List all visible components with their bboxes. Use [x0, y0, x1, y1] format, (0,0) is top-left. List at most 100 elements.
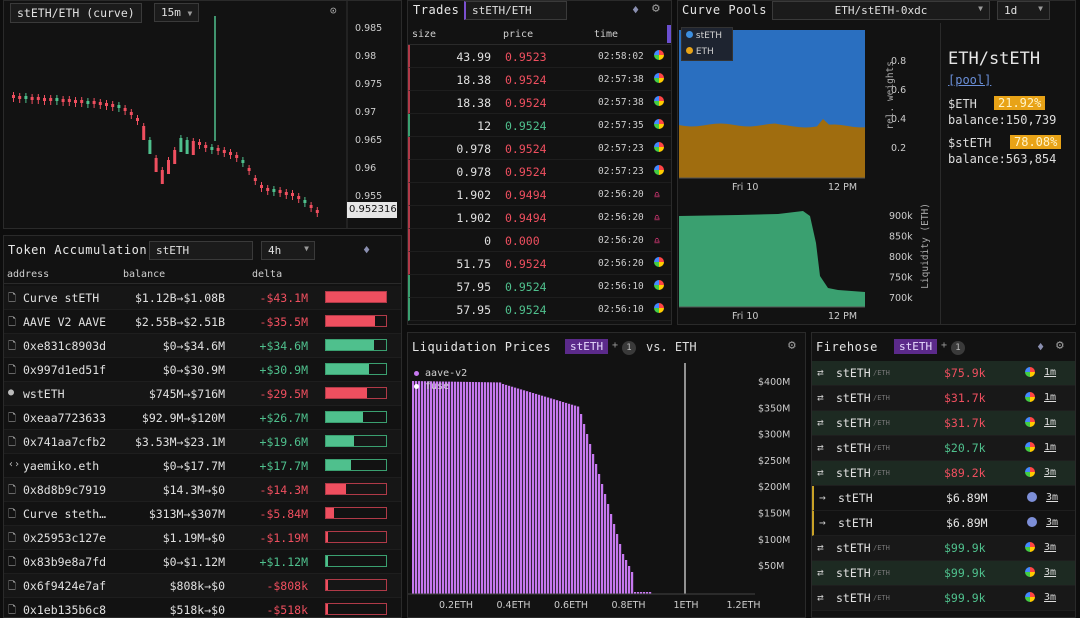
pool-interval-selector[interactable]: 1d ▼ — [997, 1, 1050, 20]
liquidation-bar — [628, 566, 631, 594]
trades-pair-input[interactable]: stETH/ETH — [464, 1, 567, 20]
curve-icon — [654, 142, 664, 152]
eth-label: $ETH — [948, 97, 977, 111]
accum-row[interactable]: 🗋 0x8d8b9c7919 $14.3M→$0 -$14.3M — [4, 478, 401, 502]
accum-row[interactable]: 🗋 0x741aa7cfb2 $3.53M→$23.1M +$19.6M — [4, 430, 401, 454]
accum-interval-selector[interactable]: 4h ▼ — [261, 241, 315, 260]
firehose-age[interactable]: 3m — [1044, 467, 1057, 478]
firehose-token: stETH — [838, 516, 873, 530]
firehose-age[interactable]: 1m — [1044, 367, 1057, 378]
accum-row[interactable]: 🗋 0x997d1ed51f $0→$30.9M +$30.9M — [4, 358, 401, 382]
firehose-row[interactable]: ⇄ stETH/ETH $31.7k 1m — [812, 386, 1075, 411]
candle — [111, 104, 115, 107]
firehose-row[interactable]: → stETH $6.89M 3m — [812, 486, 1075, 511]
firehose-age[interactable]: 3m — [1046, 517, 1059, 528]
trade-row[interactable]: 57.95 0.9524 02:56:10 — [408, 275, 671, 298]
candle — [18, 96, 22, 99]
trade-size: 43.99 — [456, 50, 491, 64]
candle — [61, 99, 65, 102]
accum-address[interactable]: Curve stETH — [23, 291, 100, 305]
trade-row[interactable]: 43.99 0.9523 02:58:02 — [408, 45, 671, 68]
accum-row[interactable]: 🗋 0x25953c127e $1.19M→$0 -$1.19M — [4, 526, 401, 550]
firehose-row[interactable]: ⇄ stETH/ETH $99.9k 3m — [812, 536, 1075, 561]
settings-circle-icon[interactable]: ⊙ — [330, 4, 337, 17]
accum-address[interactable]: yaemiko.eth — [23, 459, 100, 473]
firehose-token-pill[interactable]: stETH — [894, 339, 938, 354]
accum-row[interactable]: 🗋 0xeaa7723633 $92.9M→$120M +$26.7M — [4, 406, 401, 430]
firehose-age[interactable]: 3m — [1046, 492, 1059, 503]
firehose-row[interactable]: ⇄ stETH/ETH $99.9k 3m — [812, 561, 1075, 586]
accum-address[interactable]: wstETH — [23, 387, 65, 401]
firehose-row[interactable]: → stETH $6.89M 3m — [812, 511, 1075, 536]
interval-selector[interactable]: 15m ▼ — [154, 3, 200, 22]
liquidation-chart[interactable]: $400M$350M$300M$250M$200M$150M$100M$50M … — [408, 359, 806, 618]
trade-row[interactable]: 18.38 0.9524 02:57:38 — [408, 68, 671, 91]
curve-icon — [654, 257, 664, 267]
firehose-age[interactable]: 1m — [1044, 417, 1057, 428]
accum-row[interactable]: 🗋 0x1eb135b6c8 $518k→$0 -$518k — [4, 598, 401, 617]
firehose-row[interactable]: ⇄ stETH/ETH $20.7k 1m — [812, 436, 1075, 461]
accum-row[interactable]: 🗋 0x6f9424e7af $808k→$0 -$808k — [4, 574, 401, 598]
accum-delta: +$17.7M — [259, 459, 308, 473]
firehose-row[interactable]: ⇄ stETH/ETH $31.7k 1m — [812, 411, 1075, 436]
gear-icon[interactable]: ⚙ — [1056, 338, 1064, 353]
trade-row[interactable]: 0 0.000 02:56:20 ♎ — [408, 229, 671, 252]
accum-address[interactable]: 0x8d8b9c7919 — [23, 483, 107, 497]
firehose-age[interactable]: 1m — [1044, 442, 1057, 453]
liquidation-token-pill[interactable]: stETH — [565, 339, 609, 354]
trade-row[interactable]: 57.95 0.9524 02:56:10 — [408, 298, 671, 321]
firehose-row[interactable]: ⇄ stETH/ETH $75.9k 1m — [812, 361, 1075, 386]
candlestick-chart[interactable]: 0.985 0.98 0.975 0.97 0.965 0.96 0.955 — [4, 1, 402, 229]
trade-row[interactable]: 0.978 0.9524 02:57:23 — [408, 137, 671, 160]
trade-size: 18.38 — [456, 73, 491, 87]
trade-row[interactable]: 0.978 0.9524 02:57:23 — [408, 160, 671, 183]
trade-row[interactable]: 51.75 0.9524 02:56:20 — [408, 252, 671, 275]
accum-row[interactable]: 🗋 Curve stETH $1.12B→$1.08B -$43.1M — [4, 286, 401, 310]
accum-row[interactable]: 🗋 0xe831c8903d $0→$34.6M +$34.6M — [4, 334, 401, 358]
trade-row[interactable]: 18.38 0.9524 02:57:38 — [408, 91, 671, 114]
trade-row[interactable]: 1.902 0.9494 02:56:20 ♎ — [408, 183, 671, 206]
accum-address[interactable]: 0x741aa7cfb2 — [23, 435, 107, 449]
accum-address[interactable]: 0x25953c127e — [23, 531, 107, 545]
accum-address[interactable]: 0xeaa7723633 — [23, 411, 107, 425]
liq-y-tick: $300M — [758, 430, 790, 441]
trade-row[interactable]: 12 0.9524 02:57:35 — [408, 114, 671, 137]
liquidity-chart[interactable]: 900k 850k 800k 750k 700k — [678, 196, 938, 311]
weights-axis-label: rel. weights — [885, 61, 896, 130]
pool-link[interactable]: [pool] — [948, 73, 992, 87]
pair-selector[interactable]: stETH/ETH (curve) — [10, 3, 142, 23]
weight-tick: 0.2 — [891, 143, 906, 154]
firehose-age[interactable]: 3m — [1044, 592, 1057, 603]
trade-time: 02:56:10 — [598, 304, 644, 315]
liquidation-bar — [640, 592, 643, 594]
scroll-handle[interactable] — [667, 25, 671, 43]
firehose-age[interactable]: 1m — [1044, 392, 1057, 403]
gear-icon[interactable]: ⚙ — [788, 338, 796, 353]
token-input[interactable]: stETH — [149, 241, 253, 260]
accum-address[interactable]: 0xe831c8903d — [23, 339, 107, 353]
gear-icon[interactable]: ⚙ — [652, 1, 660, 16]
accum-delta: -$14.3M — [259, 483, 308, 497]
accum-row[interactable]: 🗋 AAVE V2 AAVE $2.55B→$2.51B -$35.5M — [4, 310, 401, 334]
accum-row[interactable]: 🗋 Curve steth… $313M→$307M -$5.84M — [4, 502, 401, 526]
accum-address[interactable]: 0x997d1ed51f — [23, 363, 107, 377]
price-tick: 0.98 — [355, 51, 376, 62]
accum-address[interactable]: 0x6f9424e7af — [23, 579, 107, 593]
firehose-row[interactable]: ⇄ stETH/ETH $99.9k 3m — [812, 586, 1075, 611]
trade-size: 12 — [477, 119, 491, 133]
trade-row[interactable]: 1.902 0.9494 02:56:20 ♎ — [408, 206, 671, 229]
accum-row[interactable]: ● wstETH $745M→$716M -$29.5M — [4, 382, 401, 406]
accum-address[interactable]: Curve steth… — [23, 507, 107, 521]
accum-address[interactable]: 0x1eb135b6c8 — [23, 603, 107, 617]
accum-row[interactable]: 🗋 0x83b9e8a7fd $0→$1.12M +$1.12M — [4, 550, 401, 574]
accum-address[interactable]: AAVE V2 AAVE — [23, 315, 107, 329]
firehose-age[interactable]: 3m — [1044, 567, 1057, 578]
curve-icon — [654, 96, 664, 106]
firehose-value: $99.9k — [944, 566, 986, 580]
accum-address[interactable]: 0x83b9e8a7fd — [23, 555, 107, 569]
firehose-age[interactable]: 3m — [1044, 542, 1057, 553]
accum-row[interactable]: ‹› yaemiko.eth $0→$17.7M +$17.7M — [4, 454, 401, 478]
pool-selector[interactable]: ETH/stETH-0xdc ▼ — [772, 1, 990, 20]
firehose-row[interactable]: ⇄ stETH/ETH $89.2k 3m — [812, 461, 1075, 486]
liquidation-bar — [514, 387, 517, 594]
